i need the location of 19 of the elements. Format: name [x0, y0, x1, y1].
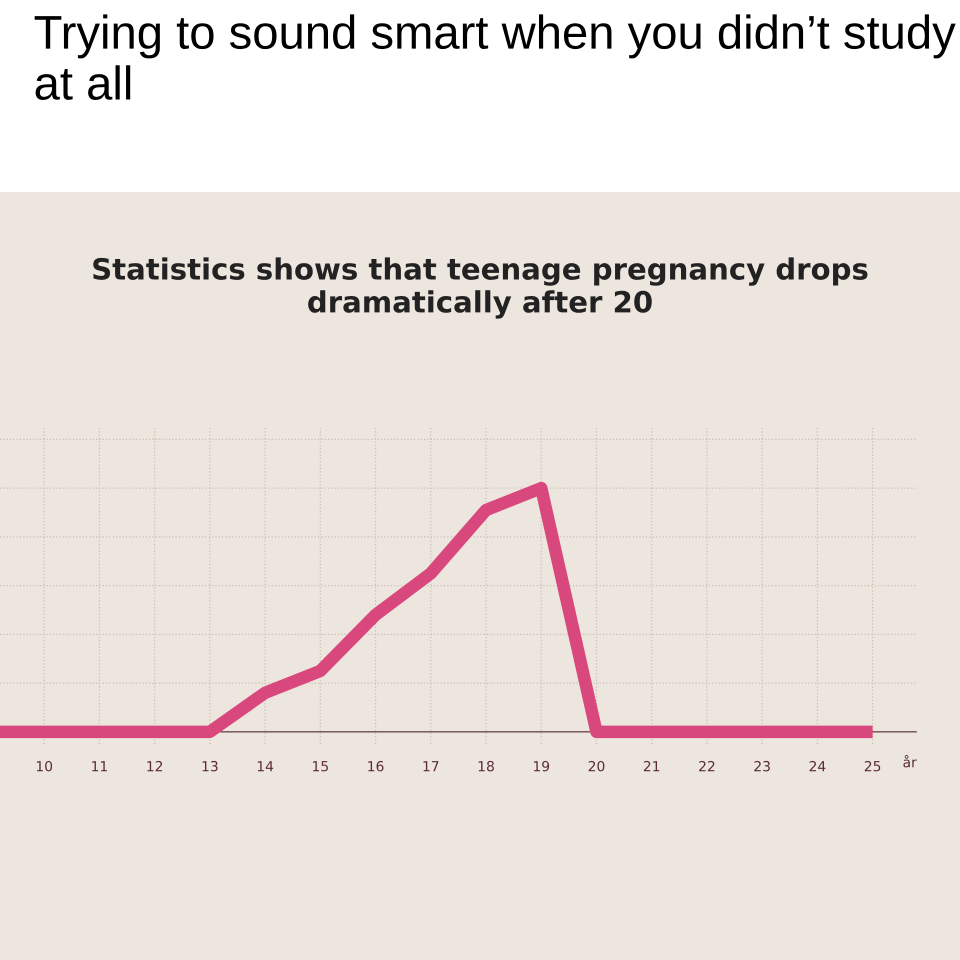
x-tick-label: 10 — [36, 760, 52, 772]
x-tick-label: 11 — [92, 761, 107, 772]
x-tick-label: 20 — [588, 760, 604, 772]
x-tick-label: 23 — [754, 760, 770, 772]
x-tick-label: 22 — [699, 760, 714, 772]
x-tick-label: 12 — [147, 760, 162, 772]
x-tick-label: 18 — [478, 760, 494, 772]
x-tick-label: 13 — [202, 760, 218, 772]
x-tick-label: 24 — [810, 760, 826, 772]
x-tick-label: 14 — [258, 761, 274, 772]
x-tick-label: 25 — [864, 760, 880, 772]
chart-subtitle: Statistics shows that teenage pregnancy drops dramatically after 20 — [93, 257, 868, 319]
x-axis-title: år — [903, 755, 917, 768]
x-tick-label: 16 — [368, 760, 384, 772]
x-tick-label: 19 — [534, 760, 550, 772]
x-tick-label: 21 — [644, 760, 660, 772]
x-tick-label: 15 — [313, 761, 328, 772]
chart-title: Trying to sound smart when you didn’t study at all — [34, 14, 956, 100]
x-tick-label: 17 — [423, 761, 438, 772]
